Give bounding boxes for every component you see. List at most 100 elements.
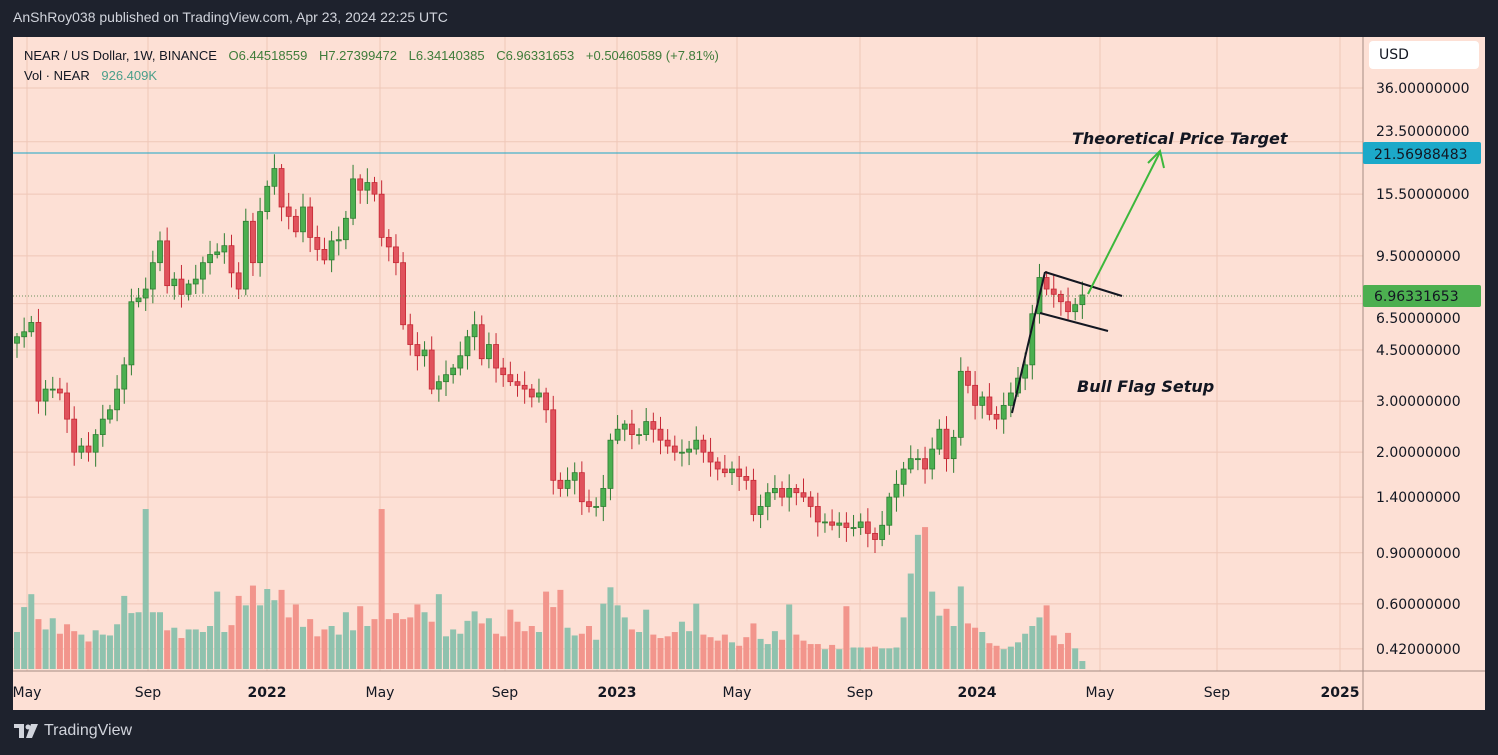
candle xyxy=(14,336,20,344)
volume-bar xyxy=(1043,605,1050,669)
volume-bar xyxy=(600,603,607,669)
candle xyxy=(1043,277,1050,290)
volume-bar xyxy=(543,591,550,669)
volume-bar xyxy=(271,600,278,669)
volume-bar xyxy=(564,627,571,669)
candle xyxy=(822,521,828,524)
volume-bar xyxy=(857,647,864,669)
candle xyxy=(578,472,585,503)
candle xyxy=(35,322,42,402)
candle xyxy=(915,458,921,461)
volume-bar xyxy=(750,623,757,669)
candle xyxy=(400,262,407,326)
volume-bar xyxy=(242,605,249,669)
volume-bar xyxy=(264,589,271,669)
volume-bar xyxy=(571,635,578,669)
volume-bar xyxy=(221,632,228,669)
symbol-title[interactable]: NEAR / US Dollar, 1W, BINANCE xyxy=(24,48,217,63)
price-tick-label: 0.90000000 xyxy=(1376,546,1461,562)
candle xyxy=(214,251,221,255)
volume-bar xyxy=(235,595,242,669)
volume-bar xyxy=(1079,661,1086,669)
volume-bar xyxy=(199,632,206,669)
candle xyxy=(729,468,735,474)
candle xyxy=(536,392,542,398)
candle xyxy=(886,496,893,526)
candle xyxy=(850,527,857,529)
candle xyxy=(793,488,800,494)
candle xyxy=(107,409,113,420)
volume-bar xyxy=(21,607,28,669)
volume-bar xyxy=(757,638,764,669)
candle xyxy=(221,245,228,253)
volume-bar xyxy=(493,633,500,669)
candle xyxy=(407,324,414,345)
time-tick-label: Sep xyxy=(847,685,874,701)
volume-bar xyxy=(907,573,914,669)
volume-bar xyxy=(821,649,828,669)
volume-bar xyxy=(249,585,256,669)
candle xyxy=(1007,392,1014,406)
candle xyxy=(99,418,106,435)
volume-bar xyxy=(64,624,71,669)
candle xyxy=(164,240,171,287)
candle xyxy=(471,324,478,338)
volume-bar xyxy=(621,617,628,669)
candle xyxy=(843,522,850,528)
volume-bar xyxy=(185,629,192,669)
candle xyxy=(335,239,342,242)
annotation-pattern: Bull Flag Setup xyxy=(1077,377,1214,396)
volume-bar xyxy=(321,629,328,669)
candle xyxy=(149,262,156,290)
volume-label[interactable]: Vol · NEAR xyxy=(24,68,90,83)
candle xyxy=(972,384,978,406)
candle xyxy=(514,381,521,386)
ohlc-low: L6.34140385 xyxy=(408,48,485,63)
volume-bar xyxy=(214,591,221,669)
volume-bar xyxy=(92,630,99,669)
volume-bar xyxy=(514,621,521,669)
price-tick-label: 3.00000000 xyxy=(1376,394,1461,410)
candle xyxy=(614,428,621,441)
candle xyxy=(550,409,557,481)
candle xyxy=(779,488,785,498)
candle xyxy=(507,374,514,383)
candle xyxy=(142,288,149,299)
tradingview-logo[interactable]: TradingView xyxy=(14,722,132,740)
volume-bar xyxy=(521,631,528,669)
volume-bar xyxy=(1029,626,1036,669)
candle xyxy=(314,236,321,250)
volume-bar xyxy=(700,634,707,669)
time-tick-label: May xyxy=(13,685,42,701)
price-tick-label: 0.60000000 xyxy=(1376,597,1461,613)
candle xyxy=(679,451,685,454)
candle xyxy=(864,521,871,534)
volume-bar xyxy=(957,586,964,669)
last-price-tag xyxy=(1363,285,1481,307)
candle xyxy=(857,521,864,528)
candle xyxy=(185,283,192,295)
volume-bar xyxy=(1072,648,1079,669)
price-tick-label: 23.50000000 xyxy=(1376,124,1470,140)
volume-bar xyxy=(1050,635,1057,669)
currency-selector[interactable]: USD xyxy=(1369,41,1479,69)
candle xyxy=(114,388,120,411)
volume-bar xyxy=(979,632,986,669)
candle xyxy=(650,421,657,430)
candle xyxy=(772,488,778,494)
chart-area[interactable] xyxy=(13,37,1485,710)
volume-bar xyxy=(714,640,721,669)
volume-bar xyxy=(192,629,199,669)
ohlc-open: O6.44518559 xyxy=(228,48,308,63)
candle xyxy=(385,236,392,248)
time-tick-label: 2025 xyxy=(1321,685,1360,701)
ohlc-high: H7.27399472 xyxy=(318,48,398,63)
volume-bar xyxy=(457,633,464,669)
candle xyxy=(414,344,421,357)
candle xyxy=(207,254,213,264)
candle xyxy=(357,178,364,191)
price-tick-label: 36.00000000 xyxy=(1376,81,1470,97)
volume-bar xyxy=(471,611,478,669)
volume-bar xyxy=(307,619,314,669)
candle xyxy=(342,217,349,241)
